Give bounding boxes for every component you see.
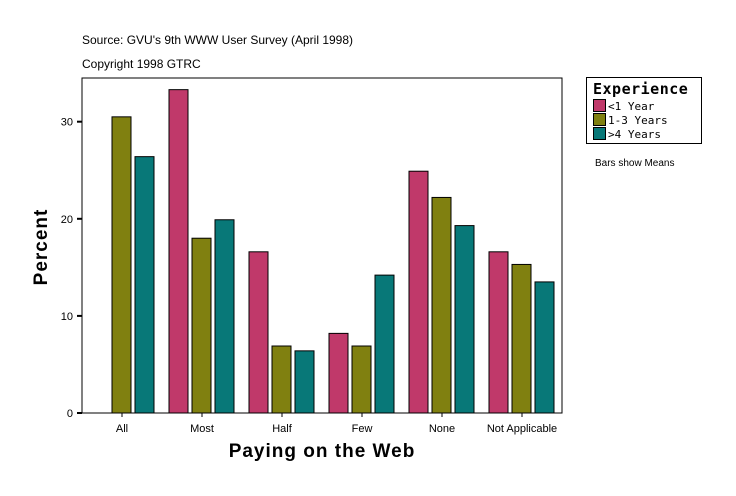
bar-most-1	[191, 237, 212, 414]
legend-title: Experience	[593, 80, 689, 98]
legend-item: <1 Year	[593, 99, 654, 113]
x-axis-label: Paying on the Web	[229, 441, 416, 462]
bar-half-2	[294, 350, 315, 414]
legend-label: 1-3 Years	[608, 114, 668, 127]
plot-frame	[81, 77, 563, 414]
legend-swatch	[593, 113, 606, 126]
bar-few-2	[374, 274, 395, 414]
x-tick-label: Not Applicable	[487, 423, 557, 435]
y-tick-label: 10	[61, 311, 73, 323]
note-text: Bars show Means	[595, 158, 675, 169]
x-tick-label: Few	[352, 423, 373, 435]
legend-item: >4 Years	[593, 127, 661, 141]
bar-few-1	[351, 345, 372, 414]
bar-half-1	[271, 345, 292, 414]
bar-all-1	[111, 116, 132, 414]
x-tick-label: Most	[190, 423, 214, 435]
y-axis-label: Percent	[31, 209, 52, 286]
bar-not-applicable-1	[511, 263, 532, 414]
legend-label: <1 Year	[608, 100, 655, 113]
y-tick-label: 0	[67, 408, 73, 420]
legend-label: >4 Years	[608, 128, 661, 141]
y-tick-label: 30	[61, 117, 73, 129]
bar-not-applicable-2	[534, 281, 555, 414]
copyright-text: Copyright 1998 GTRC	[82, 57, 201, 71]
bar-not-applicable-0	[488, 251, 509, 414]
bar-none-0	[408, 170, 429, 414]
y-tick-label: 20	[61, 214, 73, 226]
bar-half-0	[248, 251, 269, 414]
legend-item: 1-3 Years	[593, 113, 668, 127]
source-text: Source: GVU's 9th WWW User Survey (April…	[82, 33, 354, 47]
x-tick-label: Half	[272, 423, 293, 435]
bar-most-0	[168, 89, 189, 414]
x-tick-label: None	[429, 423, 455, 435]
legend-swatch	[593, 99, 606, 112]
bar-none-1	[431, 196, 452, 414]
bar-most-2	[214, 219, 235, 414]
legend: Experience <1 Year 1-3 Years >4 Years	[586, 77, 702, 144]
bar-none-2	[454, 225, 475, 414]
bar-all-2	[134, 156, 155, 414]
bar-few-0	[328, 332, 349, 414]
legend-swatch	[593, 127, 606, 140]
x-tick-label: All	[116, 423, 128, 435]
